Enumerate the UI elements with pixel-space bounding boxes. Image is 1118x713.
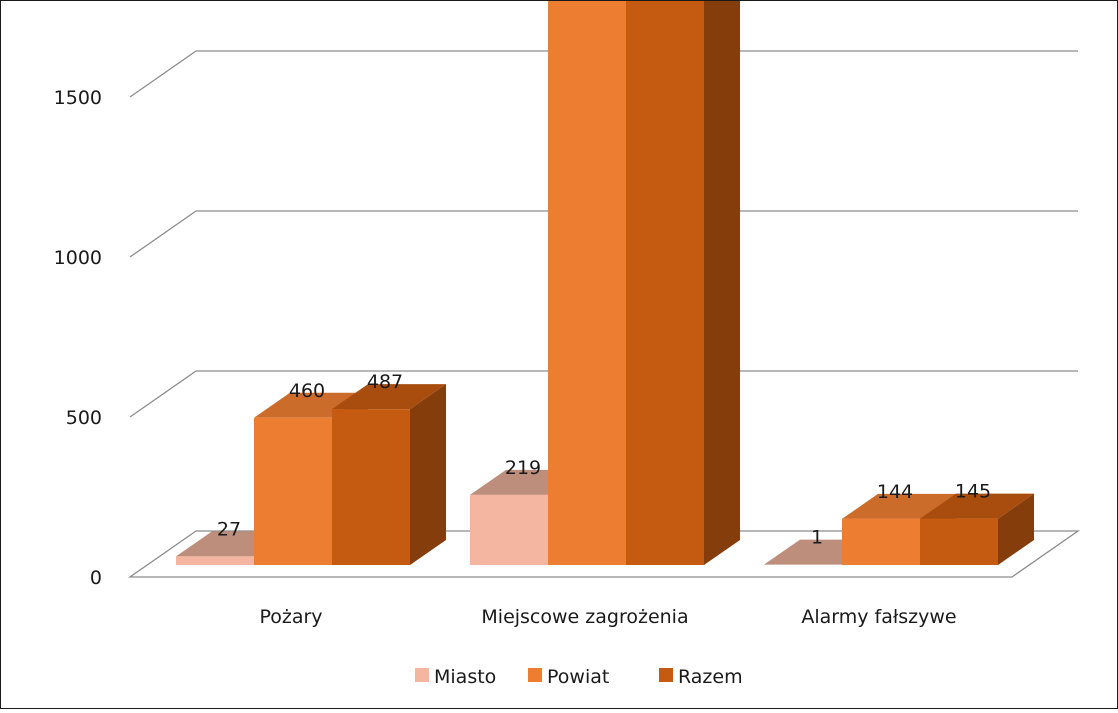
gridline-side — [129, 370, 197, 418]
x-axis-category-labels: Pożary Miejscowe zagrożenia Alarmy fałszyw… — [259, 606, 956, 628]
data-label: 1 — [811, 527, 823, 549]
y-tick-label: 500 — [66, 407, 102, 429]
x-category-label: Miejscowe zagrożenia — [481, 606, 688, 628]
legend-label: Powiat — [547, 666, 609, 688]
bar-side-razem — [704, 0, 740, 565]
bar-powiat — [548, 0, 626, 565]
chart-floor — [127, 530, 1081, 578]
bar-miasto — [470, 494, 548, 565]
data-label: 144 — [877, 481, 913, 503]
bar-razem — [332, 409, 410, 565]
bar-side-razem — [998, 493, 1034, 565]
gridline-side — [129, 210, 197, 258]
legend-label: Razem — [678, 666, 743, 688]
bar-razem — [626, 0, 704, 565]
bar-series — [176, 0, 1034, 565]
y-tick-label: 0 — [90, 567, 102, 589]
legend-swatch-razem — [659, 668, 673, 682]
bar-top-powiat — [842, 493, 956, 519]
legend-label: Miasto — [434, 666, 496, 688]
gridline-side — [129, 50, 197, 98]
data-label: 145 — [955, 481, 991, 503]
x-category-label: Pożary — [259, 606, 322, 628]
x-category-label: Alarmy fałszywe — [801, 606, 956, 628]
bar-miasto — [176, 556, 254, 565]
data-label: 219 — [505, 457, 541, 479]
bar-powiat — [842, 518, 920, 565]
bar-top-razem — [920, 493, 1034, 519]
bar-powiat — [254, 417, 332, 565]
data-label: 460 — [289, 380, 325, 402]
legend-swatch-powiat — [528, 668, 542, 682]
data-label: 487 — [367, 371, 403, 393]
bar-top-razem — [332, 384, 446, 410]
y-axis-tick-labels: 050010001500200025003000 — [54, 87, 102, 589]
legend-swatch-miasto — [415, 668, 429, 682]
bar-razem — [920, 518, 998, 565]
data-label: 27 — [217, 518, 241, 540]
legend: Miasto Powiat Razem — [415, 666, 743, 688]
y-tick-label: 1500 — [54, 87, 102, 109]
data-labels: 27460487219233925581144145 — [217, 371, 991, 549]
y-tick-label: 1000 — [54, 247, 102, 269]
bar-side-razem — [410, 384, 446, 565]
